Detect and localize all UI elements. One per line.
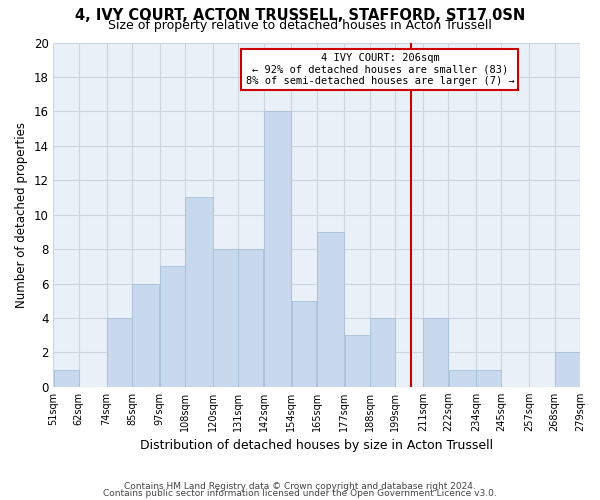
Bar [292, 300, 316, 387]
Bar [423, 318, 448, 387]
Text: Contains public sector information licensed under the Open Government Licence v3: Contains public sector information licen… [103, 489, 497, 498]
Bar [213, 249, 238, 387]
Bar [476, 370, 501, 387]
Text: 4, IVY COURT, ACTON TRUSSELL, STAFFORD, ST17 0SN: 4, IVY COURT, ACTON TRUSSELL, STAFFORD, … [75, 8, 525, 22]
Bar [53, 370, 79, 387]
Text: 4 IVY COURT: 206sqm
← 92% of detached houses are smaller (83)
8% of semi-detache: 4 IVY COURT: 206sqm ← 92% of detached ho… [245, 53, 514, 86]
Bar [238, 249, 263, 387]
X-axis label: Distribution of detached houses by size in Acton Trussell: Distribution of detached houses by size … [140, 440, 493, 452]
Bar [449, 370, 476, 387]
Bar [317, 232, 344, 387]
Bar [185, 198, 212, 387]
Bar [555, 352, 580, 387]
Y-axis label: Number of detached properties: Number of detached properties [15, 122, 28, 308]
Bar [132, 284, 160, 387]
Bar [107, 318, 131, 387]
Bar [344, 335, 370, 387]
Bar [160, 266, 185, 387]
Text: Contains HM Land Registry data © Crown copyright and database right 2024.: Contains HM Land Registry data © Crown c… [124, 482, 476, 491]
Bar [370, 318, 395, 387]
Text: Size of property relative to detached houses in Acton Trussell: Size of property relative to detached ho… [108, 18, 492, 32]
Bar [264, 112, 291, 387]
